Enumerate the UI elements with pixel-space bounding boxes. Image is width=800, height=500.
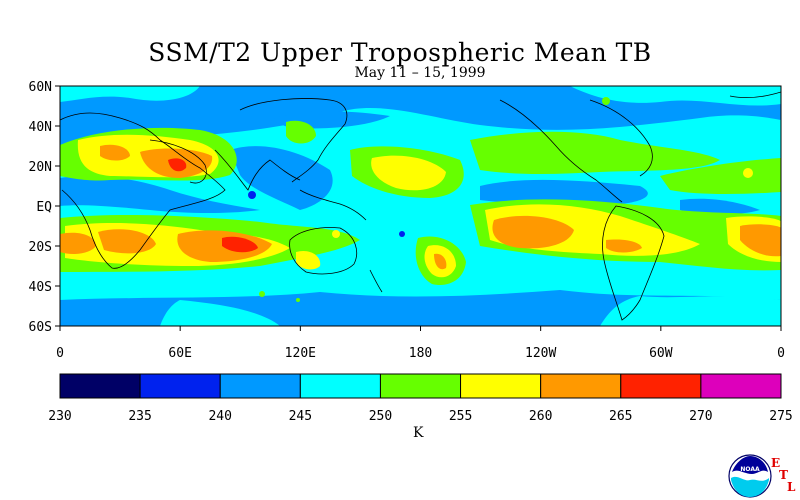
noaa-logo-text: NOAA [740,466,760,473]
colorbar-swatch [139,373,221,399]
colorbar-tick-label: 240 [208,409,231,424]
temperature-field [60,86,781,326]
colorbar-tick-label: 250 [369,409,392,424]
field-260-samerica [606,239,642,253]
field-260-atl-se [740,224,781,257]
coastline-newzealand [369,269,383,293]
coastline-namerica-east [589,99,653,177]
lon-tick-label: 120W [525,346,556,361]
colorbar-swatch [379,373,462,399]
field-245-south [160,300,280,326]
lat-tick-label: 20S [29,240,52,255]
colorbar-tick-label: 245 [289,409,312,424]
field-265-indian [222,236,258,253]
noaa-logo: NOAA [728,454,772,498]
field-235-spot-2 [399,231,405,237]
lon-tick-label: 120E [285,346,316,361]
lon-tick-label: 0 [777,346,785,361]
field-240-pacific [480,179,648,206]
colorbar-tick-label: 230 [48,409,71,424]
latitude-axis: 60N 40N 20N EQ 20S 40S 60S [29,80,60,335]
field-235-spot [248,191,256,199]
coastline-africa [60,112,226,269]
lat-tick-label: 40N [29,120,52,135]
colorbar-tick-label: 260 [529,409,552,424]
coastline-europe [729,91,781,99]
colorbar-tick-label: 265 [609,409,632,424]
colorbar-swatch [299,373,381,399]
longitude-axis: 0 60E 120E 180 120W 60W 0 [56,326,785,361]
coastline-arabia [149,139,207,184]
colorbar-swatch [59,373,141,399]
field-245-south-east [600,296,781,326]
field-260-africa-west [100,144,130,161]
field-240-eq-atlantic [60,175,260,213]
field-255-australia [296,250,321,270]
lat-tick-label: 20N [29,160,52,175]
coastline-samerica [602,205,665,321]
lon-tick-label: 180 [409,346,432,361]
etl-letter-e: E [771,456,781,470]
coastline-australia [289,227,357,275]
coastline-asia [239,98,348,183]
coastline-india [214,149,301,191]
colorbar-unit: K [413,425,424,441]
lon-tick-label: 60W [649,346,673,361]
coastlines [60,91,781,321]
field-250-atlantic-north [660,158,781,194]
field-250-spot-3 [296,298,300,302]
field-250-spot [602,97,610,105]
etl-letter-l: L [787,480,796,494]
field-255-spot [743,168,753,178]
field-260-atlantic-south [60,232,96,254]
field-250-america-north [470,131,720,174]
colorbar-tick-label: 270 [689,409,712,424]
field-260-pacific-cell [434,253,447,270]
colorbar-swatch [540,373,622,399]
field-255-pacific-north [371,155,446,191]
colorbar-tick-label: 235 [128,409,151,424]
field-245-arctic-east [570,86,781,106]
colorbar: 230 235 240 245 250 255 260 265 270 275 [48,373,793,424]
map-title: SSM/T2 Upper Tropospheric Mean TB [148,38,652,67]
lat-tick-label: EQ [36,200,52,215]
coastline-namerica [499,99,623,203]
field-260-pacific [492,215,574,249]
lat-tick-label: 60S [29,320,52,335]
field-240-indo [230,146,333,210]
map-subtitle: May 11 – 15, 1999 [354,65,486,81]
etl-letter-t: T [779,468,788,482]
field-265-arabia [168,158,187,172]
field-240-atl-eq [680,198,760,215]
colorbar-tick-label: 275 [769,409,792,424]
colorbar-swatch [219,373,301,399]
colorbar-tick-label: 255 [449,409,472,424]
field-250-tibet [286,120,316,144]
colorbar-swatch [700,373,782,399]
lat-tick-label: 60N [29,80,52,95]
lon-tick-label: 0 [56,346,64,361]
field-245-arctic [60,86,200,102]
lat-tick-label: 40S [29,280,52,295]
colorbar-swatch [620,373,702,399]
lon-tick-label: 60E [168,346,191,361]
coastline-indonesia [299,189,367,221]
colorbar-swatch [460,373,542,399]
field-250-spot-2 [259,291,265,297]
field-255-spot-2 [332,230,340,238]
